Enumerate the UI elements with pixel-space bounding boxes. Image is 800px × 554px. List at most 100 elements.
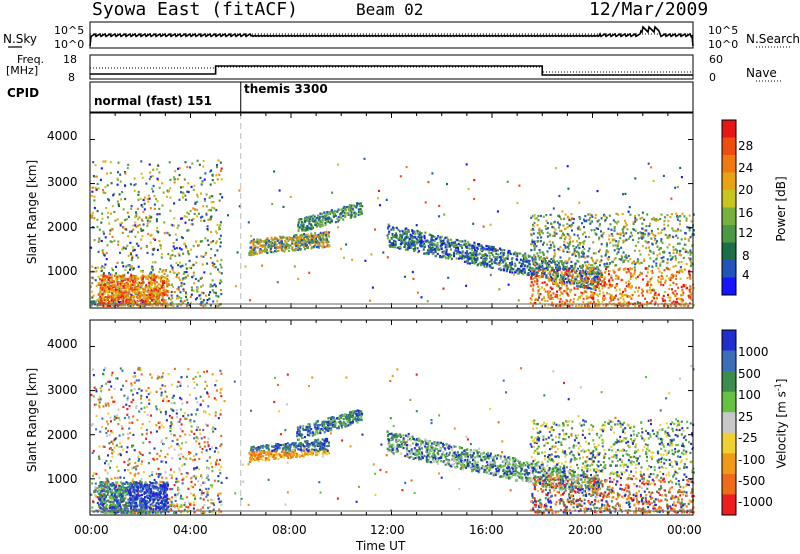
- power-cell: [624, 192, 627, 195]
- power-cell: [203, 198, 206, 201]
- power-cell: [509, 268, 512, 272]
- power-cell: [559, 229, 561, 232]
- power-cell: [506, 264, 509, 267]
- power-cell: [627, 260, 630, 263]
- power-cell: [208, 297, 211, 300]
- power-cell: [648, 280, 651, 283]
- power-cell: [195, 289, 198, 292]
- power-cell: [667, 296, 670, 299]
- power-cell: [617, 242, 620, 245]
- power-cell: [392, 236, 395, 239]
- power-cell: [142, 229, 145, 232]
- power-cell: [479, 245, 482, 248]
- power-cell: [592, 266, 595, 269]
- power-cell: [118, 289, 121, 292]
- power-cell: [490, 258, 493, 261]
- power-cell: [536, 232, 539, 235]
- power-cell: [311, 241, 314, 244]
- power-cell: [587, 213, 590, 216]
- power-cell: [311, 219, 314, 222]
- power-cell: [558, 215, 561, 218]
- power-cell: [151, 265, 154, 268]
- power-cell: [606, 262, 608, 265]
- power-cell: [308, 222, 311, 225]
- power-cell: [337, 216, 340, 219]
- power-cell: [158, 186, 161, 189]
- power-cell: [477, 253, 480, 256]
- power-cell: [692, 233, 695, 236]
- power-cell: [146, 222, 149, 225]
- power-cell: [648, 265, 651, 268]
- power-cell: [493, 247, 496, 250]
- power-cell: [137, 244, 140, 247]
- power-cell: [215, 209, 218, 212]
- power-cell: [675, 292, 678, 295]
- velocity-cell: [203, 370, 206, 373]
- power-cell: [553, 255, 555, 258]
- station-title: Syowa East (fitACF): [92, 0, 298, 20]
- power-cell: [180, 281, 183, 285]
- power-cell: [159, 289, 162, 292]
- power-cell: [219, 289, 222, 292]
- power-cell: [97, 298, 100, 301]
- power-cell: [459, 251, 462, 254]
- power-cell: [418, 236, 421, 239]
- power-cell: [172, 245, 175, 248]
- power-cell: [659, 217, 662, 221]
- power-cell: [662, 299, 665, 302]
- power-cell: [257, 242, 260, 245]
- power-cell: [173, 247, 176, 250]
- power-cell: [359, 207, 362, 210]
- power-cell: [576, 275, 579, 278]
- power-cell: [275, 250, 278, 253]
- power-cell: [209, 257, 212, 260]
- nsky-trace: [89, 25, 694, 47]
- power-cell: [359, 211, 362, 214]
- power-cell: [339, 215, 342, 218]
- power-cell: [553, 277, 556, 280]
- power-cell: [491, 247, 494, 250]
- power-cell: [408, 246, 411, 250]
- power-cell: [598, 224, 601, 227]
- power-cell: [448, 242, 451, 245]
- power-cell: [211, 285, 214, 288]
- power-cell: [656, 279, 659, 282]
- power-cell: [547, 294, 549, 297]
- power-cell: [444, 243, 447, 246]
- power-cell: [542, 271, 545, 274]
- power-cell: [452, 241, 455, 244]
- power-cell: [653, 294, 656, 297]
- power-cell: [542, 275, 545, 278]
- power-cell: [590, 283, 593, 286]
- power-cell: [123, 289, 126, 292]
- power-cell: [576, 227, 579, 230]
- power-cell: [674, 300, 677, 304]
- power-cell: [323, 211, 326, 214]
- power-cell: [314, 235, 316, 238]
- power-cell: [585, 268, 588, 271]
- power-cell: [143, 196, 146, 199]
- power-cell: [302, 242, 305, 245]
- power-cell: [119, 294, 122, 297]
- power-cell: [537, 267, 540, 271]
- power-cell: [638, 249, 641, 252]
- power-cell: [561, 281, 564, 284]
- power-cell: [608, 238, 611, 241]
- power-cell: [108, 281, 111, 284]
- power-cell: [569, 288, 571, 291]
- power-cell: [681, 212, 684, 215]
- power-cell: [534, 263, 537, 266]
- velocity-cell: [176, 504, 179, 507]
- power-cell: [585, 220, 588, 223]
- power-cell: [607, 227, 610, 230]
- power-cell: [92, 175, 95, 178]
- power-cell: [581, 233, 584, 236]
- power-cell: [672, 300, 675, 303]
- power-cell: [608, 273, 610, 276]
- power-cell: [500, 268, 502, 272]
- power-cell: [531, 288, 534, 291]
- power-cell: [610, 299, 613, 302]
- power-cell: [157, 292, 160, 295]
- power-cell: [660, 272, 663, 275]
- power-cell: [249, 254, 252, 257]
